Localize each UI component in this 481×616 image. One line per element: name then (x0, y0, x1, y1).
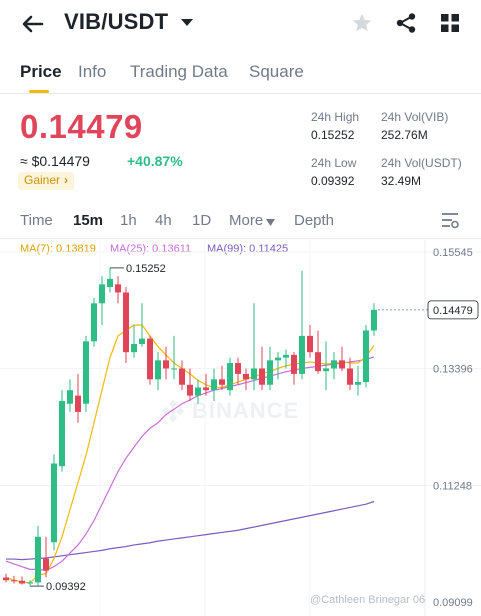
candle-body (179, 368, 185, 385)
candle-body (347, 368, 353, 385)
vol-base-value: 252.76M (381, 128, 428, 142)
candle-body (267, 360, 273, 385)
candle-body (251, 368, 257, 380)
tab-trading-data[interactable]: Trading Data (130, 62, 228, 81)
candle-body (155, 360, 161, 380)
candle-body (211, 379, 217, 391)
divider (0, 238, 481, 239)
tf-1d[interactable]: 1D (192, 212, 212, 229)
candle-body (67, 390, 73, 404)
tf-depth[interactable]: Depth (294, 212, 335, 229)
low-label: 24h Low (311, 156, 357, 170)
low-value: 0.09392 (311, 174, 355, 188)
tf-more[interactable]: More (229, 212, 264, 229)
candle-body (59, 401, 65, 467)
timeframe-bar: Time 15m 1h 4h 1D More Depth (0, 208, 481, 236)
main-tabs: Price Info Trading Data Square (0, 58, 481, 94)
candle-body (219, 379, 225, 385)
candle-body (115, 284, 121, 293)
candle-body (187, 384, 193, 396)
candle-body (355, 382, 361, 385)
candle-body (203, 387, 209, 391)
candle-body (243, 373, 249, 380)
top-bar: VIB/USDT (0, 0, 481, 48)
current-price-label: 0.14479 (433, 305, 473, 317)
candle-body (51, 463, 57, 543)
share-icon[interactable] (395, 12, 417, 34)
candle-body (91, 303, 97, 342)
high-marker-label: 0.15252 (126, 263, 166, 275)
more-caret-icon[interactable] (266, 218, 275, 227)
candle-body (75, 395, 81, 412)
low-marker-label: 0.09392 (46, 581, 86, 593)
price-axis-label: 0.09099 (433, 597, 473, 609)
candle-body (35, 536, 41, 583)
tab-square[interactable]: Square (249, 62, 304, 81)
vol-base-label: 24h Vol(VIB) (381, 110, 449, 124)
gainer-badge-label: Gainer (24, 173, 61, 187)
price-axis-label: 0.15545 (433, 247, 473, 259)
candle-body (27, 582, 33, 584)
candle-body (83, 341, 89, 404)
candle-body (259, 368, 265, 385)
candle-body (299, 335, 305, 374)
candle-body (3, 577, 9, 581)
high-label: 24h High (311, 110, 360, 124)
grid-icon[interactable] (440, 13, 460, 33)
watermark-text: BINANCE (192, 398, 300, 423)
candle-body (371, 309, 377, 331)
tab-price[interactable]: Price (20, 62, 62, 81)
candle-body (147, 338, 153, 380)
gainer-badge[interactable]: Gainer › (18, 172, 75, 190)
candle-body (331, 360, 337, 369)
candle-body (235, 363, 241, 374)
tf-15m[interactable]: 15m (73, 212, 104, 229)
candle-body (339, 360, 345, 369)
active-tab-indicator (29, 90, 49, 93)
candle-body (163, 360, 169, 369)
candle-body (291, 354, 297, 374)
candle-body (227, 363, 233, 391)
tf-time[interactable]: Time (20, 212, 53, 229)
price-change-percent: +40.87% (127, 153, 183, 169)
vol-quote-label: 24h Vol(USDT) (381, 156, 462, 170)
chart-settings-icon[interactable] (441, 211, 459, 229)
tab-info[interactable]: Info (78, 62, 107, 81)
high-value: 0.15252 (311, 128, 355, 142)
candle-body (123, 292, 129, 353)
chevron-right-icon: › (64, 173, 69, 187)
chevron-down-icon[interactable] (180, 15, 194, 29)
candle-body (307, 335, 313, 353)
price-axis-label: 0.13396 (433, 364, 473, 376)
candlestick-chart[interactable]: 0.15545 0.13396 0.11248 0.09099 0.15252 0.093… (0, 240, 481, 616)
candle-body (99, 284, 105, 304)
candle-body (275, 357, 281, 361)
current-price-tag (427, 300, 479, 320)
candle-body (107, 278, 113, 288)
candle-body (11, 580, 17, 582)
ma99-line (6, 500, 375, 561)
candle-body (131, 344, 137, 353)
candle-body (323, 368, 329, 372)
tf-4h[interactable]: 4h (155, 212, 172, 229)
fiat-price: ≈ $0.14479 (20, 153, 90, 169)
candle-body (315, 352, 321, 372)
credit-text: @Cathleen Brinegar 06 (310, 594, 426, 606)
candle-body (283, 354, 289, 358)
star-icon[interactable] (351, 12, 373, 34)
candle-body (43, 558, 49, 571)
candle-body (19, 580, 25, 584)
vol-quote-value: 32.49M (381, 174, 422, 188)
price-axis-label: 0.11248 (433, 480, 472, 492)
back-arrow-icon[interactable] (20, 11, 46, 37)
pair-title[interactable]: VIB/USDT (64, 9, 169, 34)
candle-body (171, 368, 177, 370)
last-price: 0.14479 (20, 108, 143, 145)
tf-1h[interactable]: 1h (120, 212, 137, 229)
candle-body (195, 387, 201, 396)
candle-body (139, 338, 145, 345)
candle-body (363, 330, 369, 383)
